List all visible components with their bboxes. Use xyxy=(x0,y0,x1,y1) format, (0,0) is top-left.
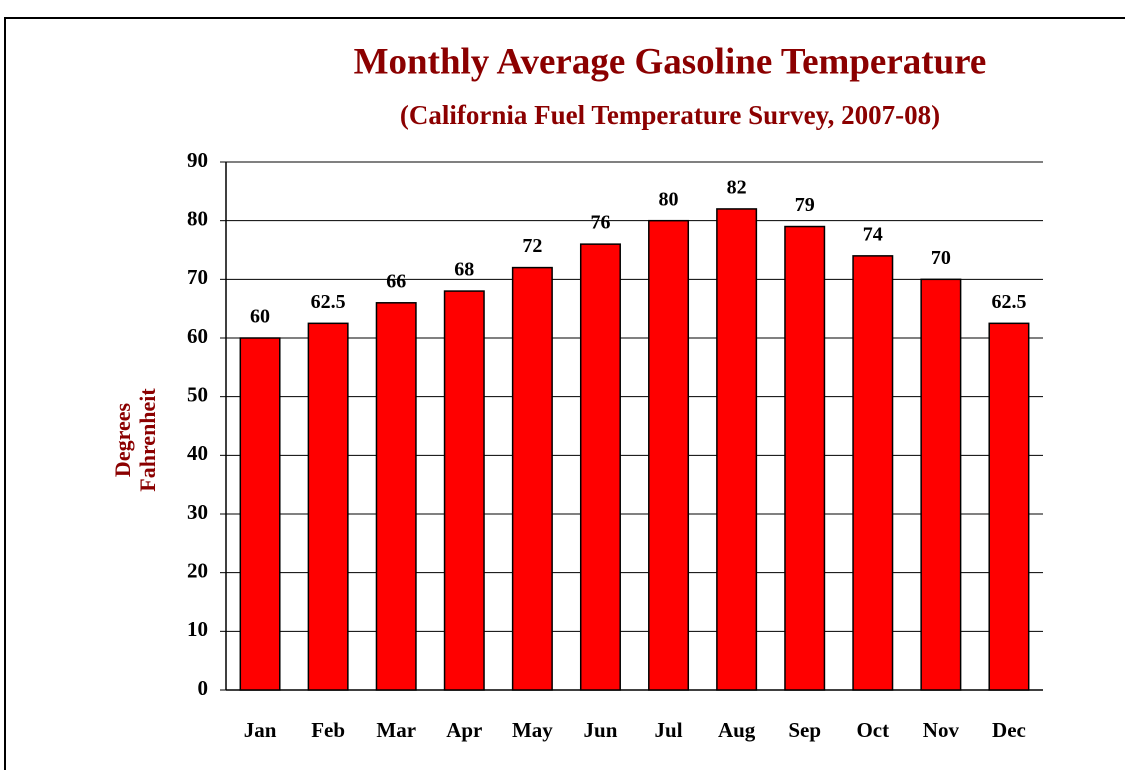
x-tick-label: Oct xyxy=(856,718,889,742)
x-tick-label: Sep xyxy=(788,718,821,742)
y-axis-label: Degrees xyxy=(110,403,135,478)
y-tick-label: 50 xyxy=(187,382,208,406)
value-label: 62.5 xyxy=(311,291,346,313)
value-label: 70 xyxy=(931,247,951,269)
x-tick-label: Nov xyxy=(923,718,960,742)
bar xyxy=(307,322,349,691)
y-tick-label: 70 xyxy=(187,265,208,289)
value-label: 80 xyxy=(659,188,679,210)
bar xyxy=(920,278,962,691)
bar xyxy=(852,255,894,691)
bar xyxy=(648,219,690,691)
bar xyxy=(443,290,485,691)
value-label: 66 xyxy=(386,270,406,292)
value-label: 72 xyxy=(522,235,542,257)
value-label: 62.5 xyxy=(991,291,1026,313)
x-tick-label: Feb xyxy=(311,718,345,742)
y-tick-label: 90 xyxy=(187,148,208,172)
x-tick-label: Jul xyxy=(655,718,683,742)
x-tick-label: Mar xyxy=(376,718,416,742)
bar xyxy=(784,225,826,691)
value-label: 68 xyxy=(454,259,474,281)
y-axis-label: Fahrenheit xyxy=(135,388,160,492)
bar xyxy=(375,302,417,691)
bar xyxy=(511,266,553,691)
bar xyxy=(988,322,1030,691)
y-tick-label: 10 xyxy=(187,617,208,641)
y-tick-label: 0 xyxy=(198,676,209,700)
bar xyxy=(716,208,758,691)
chart-title: Monthly Average Gasoline Temperature xyxy=(354,41,987,82)
value-label: 76 xyxy=(590,212,610,234)
value-label: 82 xyxy=(727,177,747,199)
x-tick-label: Apr xyxy=(446,718,482,742)
bar xyxy=(239,337,281,691)
x-tick-label: May xyxy=(512,718,553,742)
y-tick-label: 20 xyxy=(187,558,208,582)
x-tick-label: Dec xyxy=(992,718,1026,742)
value-label: 74 xyxy=(863,223,883,245)
y-tick-label: 60 xyxy=(187,324,208,348)
chart-subtitle: (California Fuel Temperature Survey, 200… xyxy=(400,100,940,130)
value-label: 60 xyxy=(250,306,270,328)
x-tick-label: Jun xyxy=(584,718,618,742)
bar xyxy=(579,243,621,691)
y-tick-label: 40 xyxy=(187,441,208,465)
x-tick-label: Aug xyxy=(718,718,756,742)
x-tick-label: Jan xyxy=(244,718,277,742)
y-tick-label: 30 xyxy=(187,500,208,524)
value-label: 79 xyxy=(795,194,815,216)
y-tick-label: 80 xyxy=(187,206,208,230)
